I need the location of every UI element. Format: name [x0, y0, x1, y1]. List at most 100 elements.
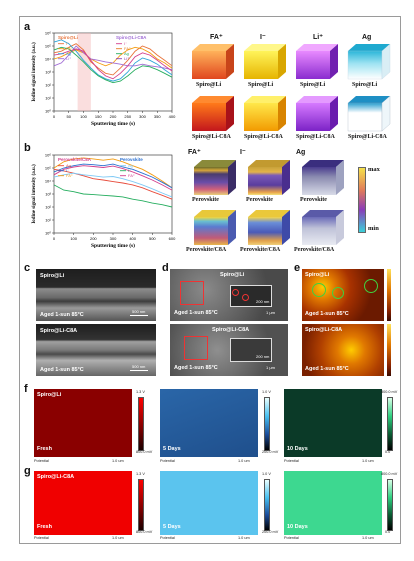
sem-c-bottom-cond: Aged 1-sun 85°C: [40, 367, 84, 373]
chart-b-legend-label: FA⁺: [66, 173, 73, 178]
cube-a-fa-top: [192, 44, 234, 79]
sem-c-bottom-scale-bar: [130, 370, 148, 371]
kpfm-f-10days-foot-left: Potential: [284, 459, 299, 463]
kpfm-f-10days-cbar-min: 0.0: [385, 450, 391, 454]
sem-d-top-inset: [230, 285, 272, 307]
kpfm-g-fresh-foot-right: 1.0 um: [112, 536, 124, 540]
chart-a-legend-group: Spiro@Li-C8A: [116, 35, 147, 40]
cube-b-ag-top: [302, 160, 344, 195]
sem-c-top-sample: Spiro@Li: [40, 273, 65, 279]
kpfm-g-fresh-cbar-min: 800.0 mV: [136, 530, 153, 534]
kpfm-f-fresh-cbar-max: 1.3 V: [136, 390, 145, 394]
cube-b-cap-i-bottom: Perovskite/C8A: [240, 247, 281, 253]
chart-b-ytick-label: 10³: [45, 192, 51, 197]
intensity-scale-bar: [358, 167, 366, 233]
cube-a-cap-fa-top: Spiro@Li: [196, 82, 222, 88]
cube-b-title-i: I⁻: [240, 149, 246, 156]
cube-a-title-li: Li⁺: [313, 34, 323, 41]
kpfm-map-spiro-li-c8a-fresh: Spiro@Li-C8A Fresh: [34, 471, 132, 535]
cube-grid-a: [192, 43, 391, 132]
panel-label-a: a: [24, 21, 31, 33]
cube-b-i-bottom: [248, 210, 290, 245]
afm-e-top-circle-1: [312, 283, 326, 297]
chart-a-sims-profile: 10⁰ 10¹ 10² 10³ 10⁴ 10⁵ 10⁶ 0 50 100 150 200 250 300 3…: [32, 31, 176, 128]
cube-a-i-bottom: [244, 96, 286, 131]
cube-a-title-i: I⁻: [260, 34, 266, 41]
sem-c-top-cond: Aged 1-sun 85°C: [40, 312, 84, 318]
cube-a-ag-top: [347, 43, 391, 80]
afm-e-top-cond: Aged 1-sun 85°C: [305, 311, 349, 317]
chart-b-ytick-label: 10⁶: [45, 153, 51, 158]
cube-a-fa-bottom: [192, 96, 234, 131]
kpfm-g-10days-cbar-max: 800.0 mV: [381, 472, 398, 476]
panel-label-g: g: [24, 465, 31, 477]
intensity-scale-min: min: [368, 225, 379, 232]
cube-b-i-top: [248, 160, 290, 195]
cube-b-fa-bottom: [194, 210, 236, 245]
chart-a-xtick-label: 350: [154, 114, 161, 119]
chart-b-xtick-label: 0: [53, 236, 56, 241]
chart-b-xtick-label: 400: [129, 236, 136, 241]
kpfm-g-fresh-cbar-max: 1.3 V: [136, 472, 145, 476]
sem-d-top-pinhole-1: [232, 289, 239, 296]
chart-a-legend-label: Li⁺: [66, 56, 71, 61]
chart-b-series-line-4: [53, 184, 173, 208]
chart-b-series-line-1: [53, 163, 173, 189]
chart-b-legend-label: FA⁺: [128, 173, 135, 178]
afm-map-spiro-li-c8a: Spiro@Li-C8A Aged 1-sun 85°C: [302, 324, 384, 376]
chart-b-series-line-3: [53, 165, 173, 191]
sem-d-top-sample: Spiro@Li: [220, 272, 245, 278]
afm-e-top-colorbar: [387, 269, 391, 321]
panel-label-e: e: [294, 262, 301, 274]
kpfm-f-5days-foot-right: 1.0 um: [238, 459, 250, 463]
sem-cross-section-spiro-li: Spiro@Li Aged 1-sun 85°C 500 nm: [36, 269, 156, 321]
chart-a-legend-label: Ag: [66, 51, 71, 56]
kpfm-g-5days-foot-right: 1.0 um: [238, 536, 250, 540]
kpfm-g-fresh-state: Fresh: [37, 524, 52, 530]
cube-a-i-top: [244, 44, 286, 79]
afm-e-top-circle-3: [364, 279, 378, 293]
cube-b-ag-bottom: [302, 210, 344, 245]
sem-top-view-spiro-li-c8a: Spiro@Li-C8A 200 nm Aged 1-sun 85°C 1 μm: [170, 324, 288, 376]
panel-label-b: b: [24, 142, 31, 154]
sem-d-bottom-inset: [230, 338, 272, 362]
panel-label-d: d: [162, 262, 169, 274]
kpfm-g-5days-colorbar: [264, 479, 270, 531]
kpfm-map-spiro-li-10days: 10 Days: [284, 389, 382, 457]
kpfm-f-5days-cbar-max: 1.0 V: [262, 390, 271, 394]
sem-d-bottom-zoom-box: [184, 336, 208, 360]
kpfm-g-fresh-foot-left: Potential: [34, 536, 49, 540]
kpfm-g-fresh-colorbar: [138, 479, 144, 531]
chart-b-legend-label: Ag: [66, 163, 71, 168]
cube-a-ag-bottom: [347, 95, 391, 132]
cube-a-title-fa: FA⁺: [210, 34, 223, 41]
chart-a-xtick-label: 300: [139, 114, 146, 119]
sem-d-top-inset-scale: 200 nm: [256, 299, 270, 304]
cube-b-title-ag: Ag: [296, 149, 306, 156]
kpfm-g-10days-state: 10 Days: [287, 524, 308, 530]
chart-a-xtick-label: 100: [80, 114, 87, 119]
chart-b-sims-profile: 10⁰ 10¹ 10² 10³ 10⁴ 10⁵ 10⁶ 0 100 200 300 400 500 600…: [32, 153, 176, 250]
kpfm-f-fresh-foot-right: 1.0 um: [112, 459, 124, 463]
cube-a-cap-fa-bottom: Spiro@Li-C8A: [192, 134, 231, 140]
chart-a-legend-label: I⁻: [124, 41, 127, 46]
chart-b-plot-area: [53, 154, 173, 234]
kpfm-g-5days-foot-left: Potential: [160, 536, 175, 540]
chart-a-legend-label: FA⁺: [124, 46, 131, 51]
afm-e-bottom-cond: Aged 1-sun 85°C: [305, 366, 349, 372]
kpfm-g-10days-cbar-min: 0.0: [385, 530, 391, 534]
cube-a-cap-li-bottom: Spiro@Li-C8A: [296, 134, 335, 140]
cube-b-fa-top: [194, 160, 236, 195]
chart-a-ylabel: Iodine signal intensity (a.u.): [32, 42, 37, 102]
sem-d-bottom-inset-scale: 200 nm: [256, 354, 270, 359]
chart-b-xlabel: Sputtering time (s): [91, 242, 135, 249]
afm-e-bottom-colorbar: [387, 324, 391, 376]
chart-a-legend-label: FA⁺: [66, 46, 73, 51]
sem-d-top-zoom-box: [180, 281, 204, 305]
kpfm-f-fresh-state: Fresh: [37, 446, 52, 452]
chart-b-ytick-label: 10⁰: [45, 231, 51, 236]
afm-e-top-circle-2: [332, 287, 344, 299]
chart-b-ytick-label: 10⁵: [45, 166, 51, 171]
panel-label-c: c: [24, 262, 31, 274]
chart-a-ytick-label: 10⁵: [45, 44, 51, 49]
